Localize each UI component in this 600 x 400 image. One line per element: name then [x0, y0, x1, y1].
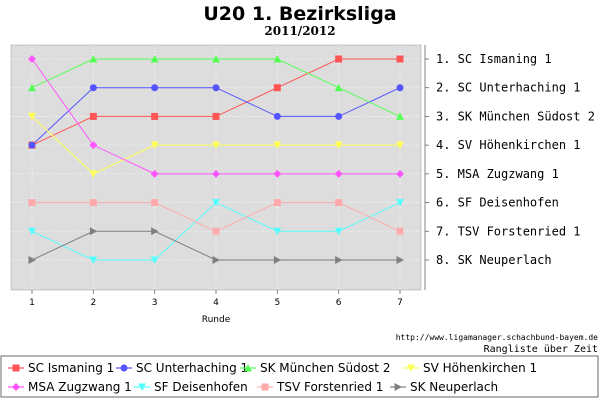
data-point — [212, 55, 220, 63]
legend-entry-label: SV Höhenkirchen 1 — [423, 361, 537, 375]
data-point — [150, 169, 159, 178]
x-tick-label: 2 — [90, 298, 96, 308]
data-point — [212, 141, 220, 150]
right-axis-label: 2. SC Unterhaching 1 — [436, 81, 581, 95]
right-axis: 1. SC Ismaning 1 2. SC Unterhaching 1 3. S… — [424, 45, 595, 290]
data-point — [334, 169, 343, 178]
legend: SC Ismaning 1 SC Unterhaching 1 SK München… — [8, 361, 537, 394]
data-point — [394, 383, 402, 391]
data-point — [150, 256, 159, 264]
legend-entry-label: SC Ismaning 1 — [28, 361, 114, 375]
data-point — [396, 256, 404, 264]
data-point — [273, 112, 281, 120]
x-axis-label: Runde — [202, 315, 231, 325]
legend-entry-label: SF Deisenhofen — [154, 380, 248, 394]
data-point — [28, 227, 36, 236]
right-axis-label: 6. SF Deisenhofen — [436, 196, 559, 210]
data-point — [89, 199, 97, 207]
legend-entry-label: TSV Forstenried 1 — [276, 380, 383, 394]
data-point — [89, 170, 98, 178]
series-markers — [28, 55, 404, 264]
data-point — [273, 55, 282, 63]
data-point — [28, 256, 36, 264]
data-point — [335, 112, 343, 120]
data-point — [334, 227, 343, 236]
data-point — [151, 112, 159, 120]
x-tick-label: 4 — [213, 298, 219, 308]
data-point — [273, 227, 282, 236]
data-point — [212, 169, 220, 178]
legend-entry-label: SK Neuperlach — [410, 380, 498, 394]
data-point — [89, 84, 97, 92]
data-point — [151, 199, 159, 207]
data-point — [89, 55, 98, 63]
chart-title: U20 1. Bezirksliga — [203, 3, 396, 25]
x-tick-label: 5 — [274, 298, 280, 308]
data-point — [89, 227, 98, 236]
data-point — [28, 199, 36, 207]
data-point — [396, 112, 404, 120]
data-point — [396, 84, 404, 92]
data-point — [244, 364, 252, 372]
data-point — [335, 55, 343, 63]
legend-entry-label: SK München Südost 2 — [260, 361, 390, 375]
data-point — [396, 55, 404, 63]
data-point — [150, 141, 159, 150]
data-point — [396, 227, 404, 235]
chart-caption: Rangliste über Zeit — [484, 344, 598, 355]
data-point — [407, 364, 415, 372]
right-axis-label: 1. SC Ismaning 1 — [436, 52, 552, 66]
legend-entry-label: MSA Zugzwang 1 — [28, 380, 132, 394]
x-tick-label: 1 — [29, 298, 35, 308]
data-point — [396, 169, 404, 178]
data-point — [335, 199, 343, 207]
data-point — [212, 112, 220, 120]
data-point — [212, 84, 220, 92]
data-point — [335, 256, 343, 264]
right-axis-label: 4. SV Höhenkirchen 1 — [436, 138, 581, 152]
data-point — [89, 112, 97, 120]
x-tick-label: 3 — [152, 298, 158, 308]
data-point — [212, 256, 220, 264]
data-point — [396, 199, 404, 207]
data-point — [28, 112, 36, 121]
data-point — [261, 383, 269, 391]
data-point — [273, 84, 281, 92]
data-point — [138, 383, 146, 391]
source-text: http://www.ligamanager.schachbund-bayem.… — [396, 333, 598, 342]
data-point — [120, 364, 128, 372]
x-tick-label: 6 — [336, 298, 342, 308]
right-axis-label: 7. TSV Forstenried 1 — [436, 224, 581, 238]
data-point — [334, 141, 343, 150]
legend-entry-label: SC Unterhaching 1 — [136, 361, 248, 375]
data-point — [28, 83, 36, 92]
data-point — [396, 141, 404, 150]
x-axis: 1 2 3 4 5 6 7 — [29, 290, 403, 308]
data-point — [28, 55, 36, 63]
chart-subtitle: 2011/2012 — [264, 24, 335, 38]
data-point — [212, 199, 220, 207]
right-axis-label: 5. MSA Zugzwang 1 — [436, 167, 559, 181]
data-point — [212, 227, 220, 235]
data-point — [151, 84, 159, 92]
data-point — [28, 141, 36, 149]
right-axis-label: 8. SK Neuperlach — [436, 253, 552, 267]
data-point — [89, 141, 98, 150]
data-point — [151, 227, 159, 236]
data-point — [12, 364, 20, 372]
x-tick-label: 7 — [397, 298, 403, 308]
data-point — [150, 55, 159, 63]
data-point — [12, 383, 20, 391]
legend-box — [0, 355, 599, 398]
data-point — [334, 83, 343, 92]
data-point — [273, 169, 282, 178]
data-point — [273, 141, 282, 150]
data-point — [89, 256, 98, 264]
data-point — [273, 199, 281, 207]
data-point — [273, 256, 282, 264]
right-axis-label: 3. SK München Südost 2 — [436, 109, 595, 123]
